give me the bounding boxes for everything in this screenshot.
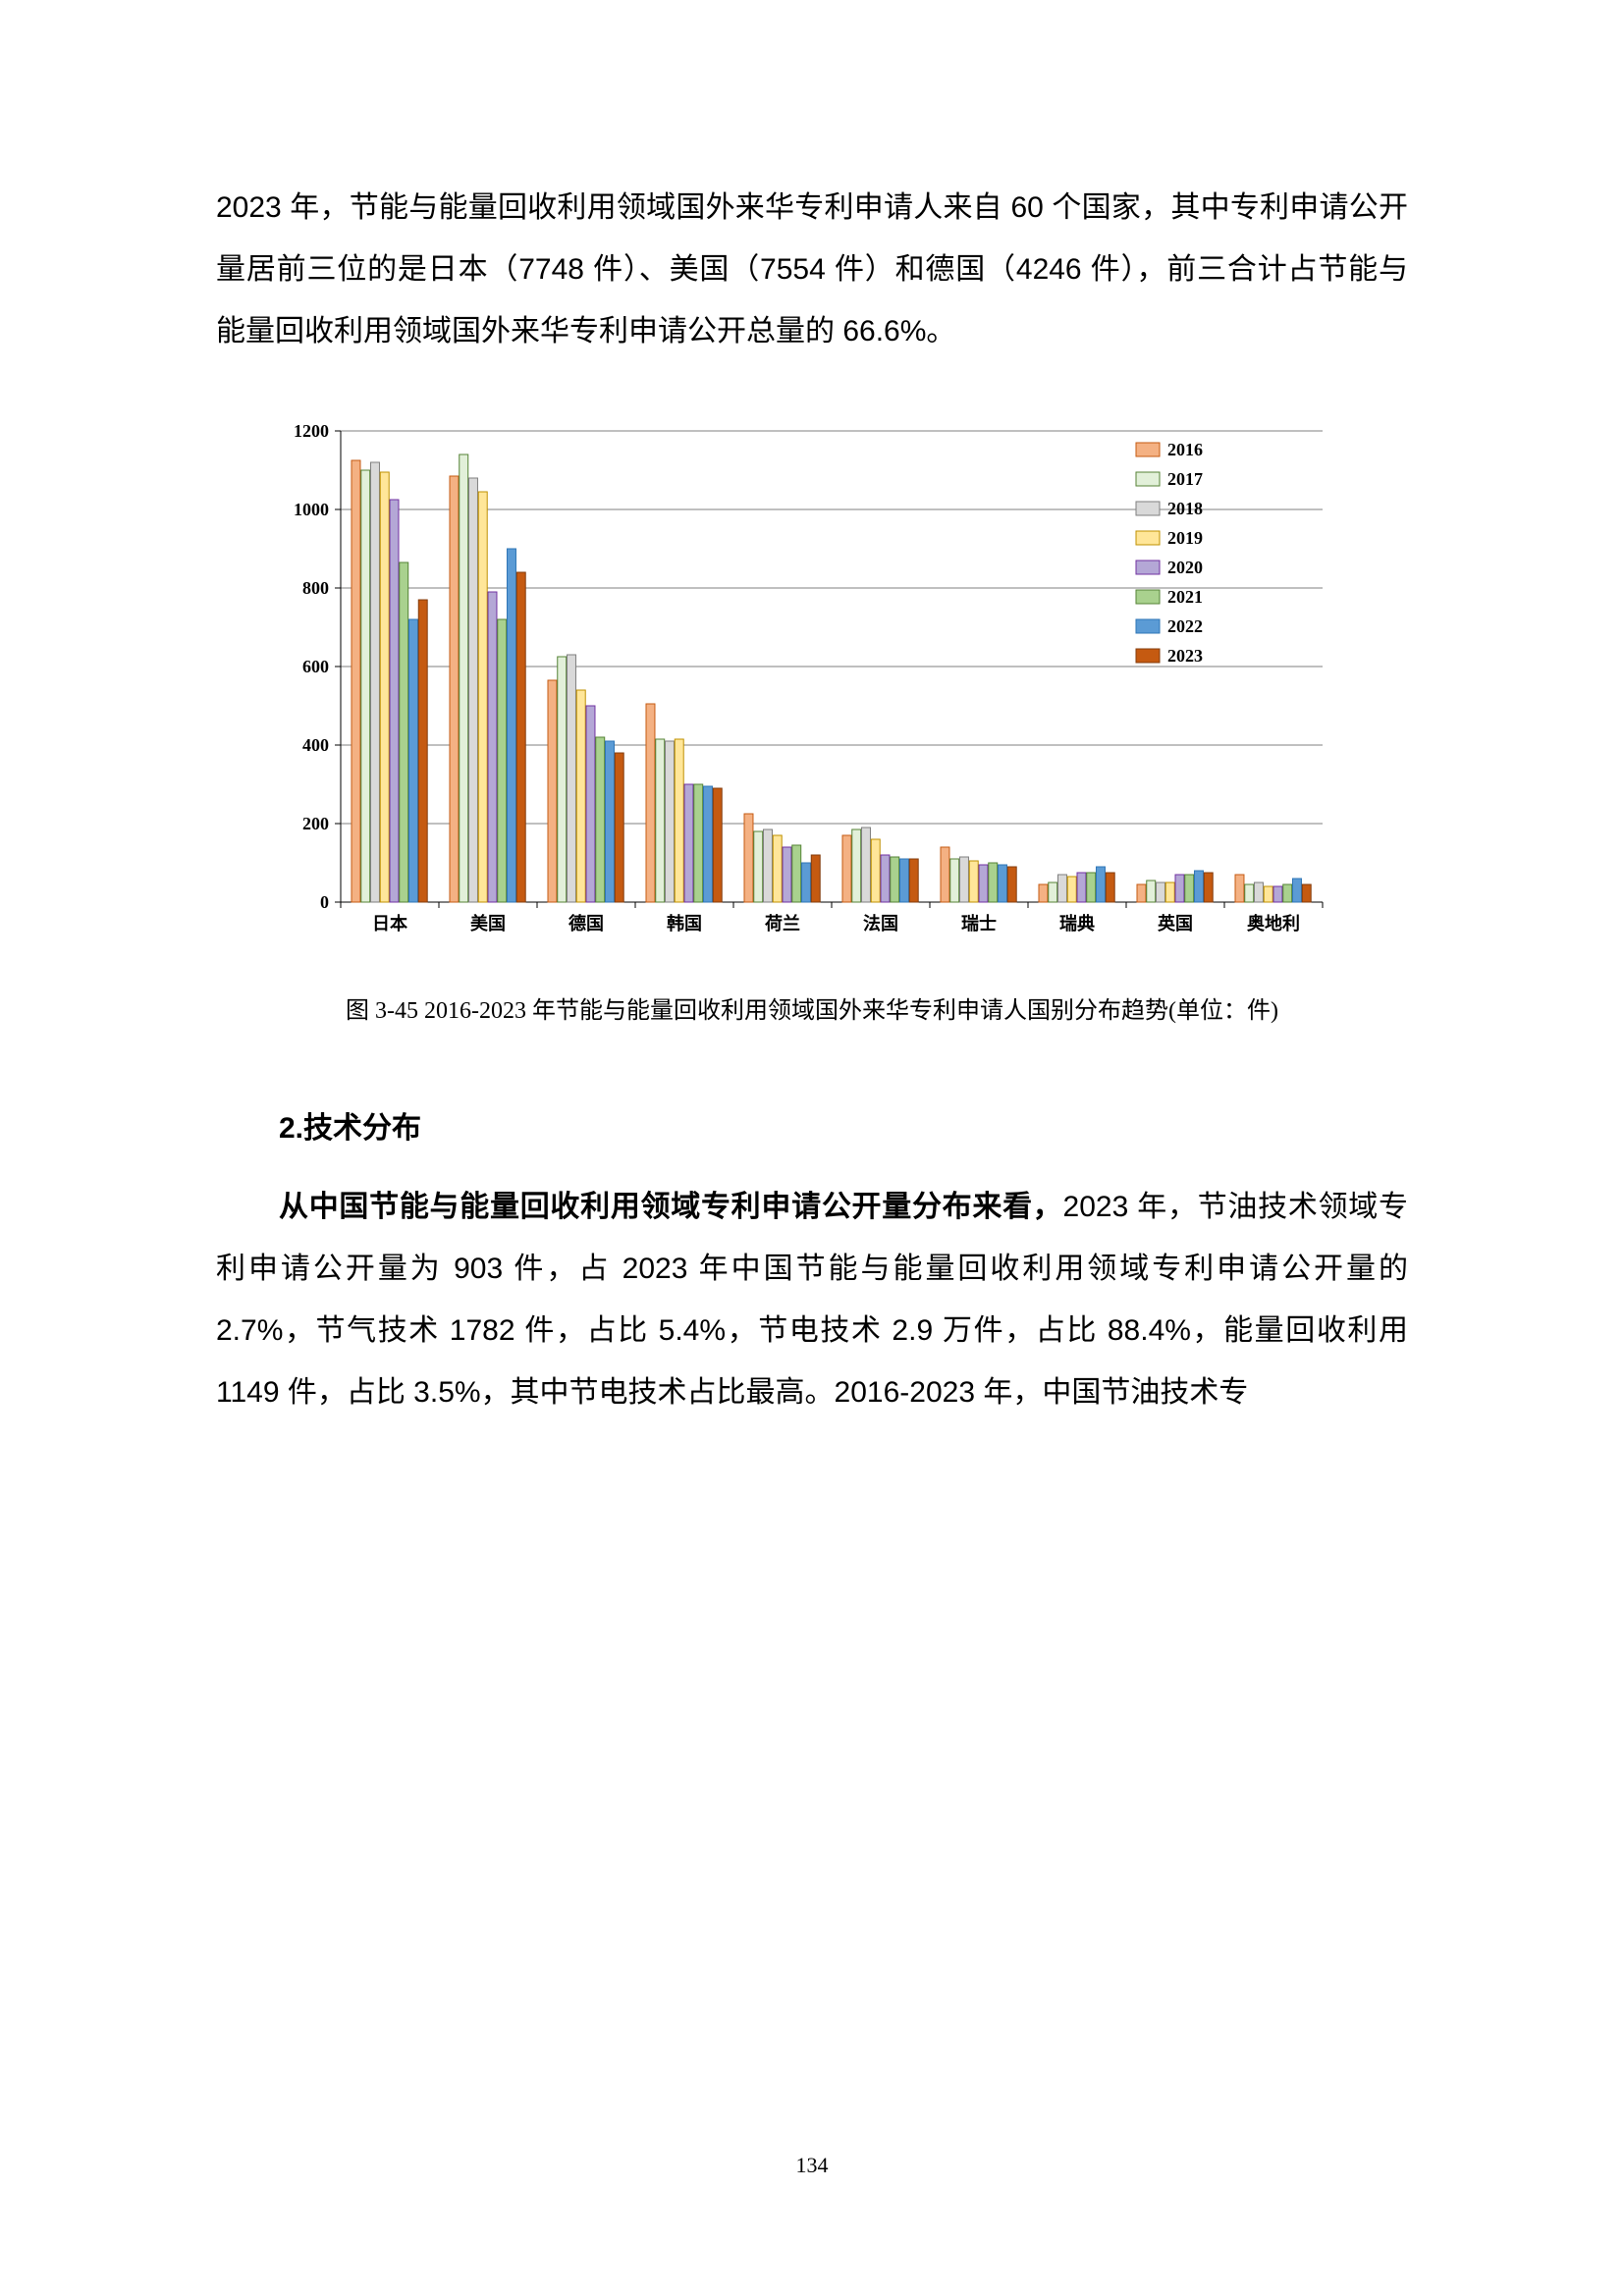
paragraph-bottom-rest: 2023 年，节油技术领域专利申请公开量为 903 件，占 2023 年中国节能… (216, 1191, 1408, 1409)
svg-text:1200: 1200 (294, 421, 329, 441)
section-heading: 2.技术分布 (279, 1103, 1408, 1147)
svg-text:0: 0 (320, 892, 329, 912)
svg-text:瑞士: 瑞士 (961, 914, 997, 934)
paragraph-bottom-lead: 从中国节能与能量回收利用领域专利申请公开量分布来看， (279, 1191, 1063, 1223)
svg-text:2022: 2022 (1167, 616, 1203, 636)
svg-text:2021: 2021 (1167, 587, 1203, 607)
svg-text:200: 200 (302, 814, 329, 833)
chart-caption: 图 3-45 2016-2023 年节能与能量回收利用领域国外来华专利申请人国别… (216, 990, 1408, 1025)
svg-text:2017: 2017 (1167, 469, 1203, 489)
chart-container: 0 200 400 600 800 1000 1200 日本 美国 德国 韩国 荷兰 法国 瑞士 瑞典 英国 奥… (216, 421, 1408, 951)
svg-text:2018: 2018 (1167, 499, 1203, 518)
svg-text:2016: 2016 (1167, 440, 1203, 459)
page-root: 2023 年，节能与能量回收利用领域国外来华专利申请人来自 60 个国家，其中专… (0, 0, 1624, 2296)
svg-text:瑞典: 瑞典 (1059, 913, 1095, 934)
svg-text:1000: 1000 (294, 500, 329, 519)
paragraph-top: 2023 年，节能与能量回收利用领域国外来华专利申请人来自 60 个国家，其中专… (216, 177, 1408, 362)
svg-text:2019: 2019 (1167, 528, 1203, 548)
svg-text:600: 600 (302, 657, 329, 676)
svg-text:2020: 2020 (1167, 558, 1203, 577)
svg-text:2023: 2023 (1167, 646, 1203, 666)
svg-text:英国: 英国 (1157, 913, 1193, 934)
page-number: 134 (0, 2153, 1624, 2178)
svg-text:美国: 美国 (470, 913, 506, 934)
svg-text:荷兰: 荷兰 (765, 913, 800, 934)
svg-text:奥地利: 奥地利 (1247, 913, 1300, 934)
svg-text:德国: 德国 (568, 913, 604, 934)
svg-text:法国: 法国 (863, 913, 898, 934)
bar-chart: 0 200 400 600 800 1000 1200 日本 美国 德国 韩国 荷兰 法国 瑞士 瑞典 英国 奥… (272, 421, 1352, 951)
svg-text:韩国: 韩国 (667, 913, 702, 934)
svg-text:800: 800 (302, 578, 329, 598)
svg-text:400: 400 (302, 735, 329, 755)
svg-text:日本: 日本 (372, 913, 407, 934)
paragraph-bottom: 从中国节能与能量回收利用领域专利申请公开量分布来看，2023 年，节油技术领域专… (216, 1176, 1408, 1423)
